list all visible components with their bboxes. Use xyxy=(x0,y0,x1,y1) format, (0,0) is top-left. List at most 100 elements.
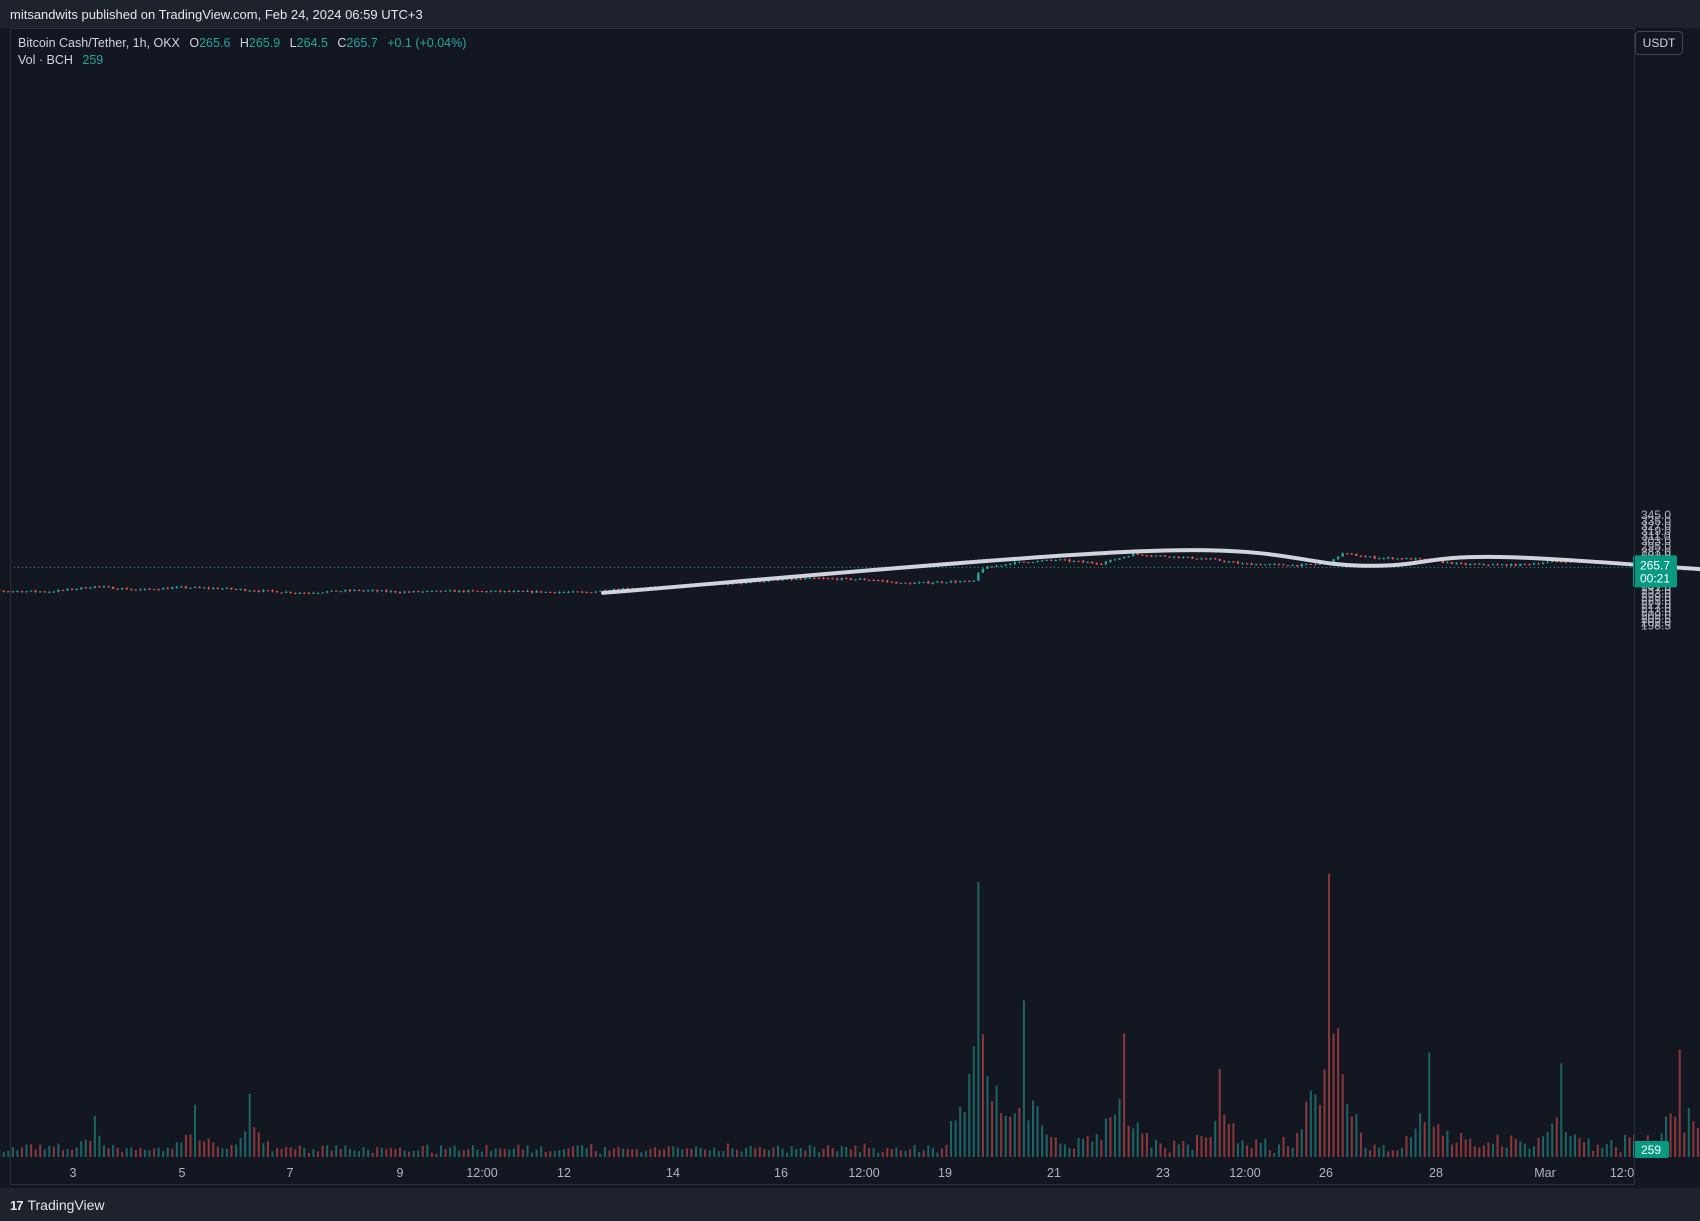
tradingview-brand[interactable]: 17 TradingView xyxy=(10,1197,105,1213)
candle xyxy=(1063,558,1067,561)
change-value: +0.1 (+0.04%) xyxy=(387,36,467,50)
volume-bar xyxy=(1669,1113,1672,1157)
candle xyxy=(130,588,133,591)
volume-bar xyxy=(84,1139,87,1157)
candle xyxy=(1405,557,1408,560)
volume-bar xyxy=(2,1152,5,1157)
volume-bar xyxy=(1410,1137,1413,1157)
volume-bar xyxy=(39,1144,42,1157)
volume-bar xyxy=(1300,1129,1303,1157)
volume-bar xyxy=(526,1145,529,1157)
candle xyxy=(576,591,579,593)
footer-bar: 17 TradingView xyxy=(0,1188,1700,1221)
volume-bar xyxy=(166,1147,169,1157)
currency-unit-button[interactable]: USDT xyxy=(1635,31,1683,55)
candle xyxy=(831,577,834,580)
projection-drawing[interactable] xyxy=(601,548,1700,595)
candle xyxy=(1068,558,1071,563)
volume-bar xyxy=(371,1152,374,1157)
volume-bar xyxy=(1569,1136,1572,1157)
volume-bar xyxy=(1332,1033,1335,1157)
volume-bar xyxy=(1236,1143,1239,1157)
candle xyxy=(972,580,976,582)
volume-bar xyxy=(330,1150,333,1157)
candle xyxy=(2,590,5,593)
candle xyxy=(1309,563,1313,566)
time-tick-label: 12:00 xyxy=(1229,1166,1260,1180)
volume-bar xyxy=(1487,1142,1490,1157)
candle xyxy=(895,581,898,584)
price-tick-label: 213.0 xyxy=(1641,605,1671,619)
volume-bar xyxy=(235,1144,238,1157)
volume-bar xyxy=(745,1147,748,1157)
volume-bar xyxy=(1328,873,1331,1157)
volume-bar xyxy=(959,1106,962,1157)
price-tick-label: 202.0 xyxy=(1641,615,1671,629)
volume-bar xyxy=(1241,1140,1244,1157)
candle xyxy=(840,577,843,581)
candle xyxy=(539,591,543,594)
volume-bar xyxy=(1482,1145,1485,1157)
volume-bar xyxy=(1082,1138,1085,1157)
volume-bar xyxy=(380,1147,383,1157)
candle xyxy=(407,590,411,593)
candle xyxy=(512,589,516,593)
volume-bar xyxy=(936,1152,939,1157)
volume-bar xyxy=(1605,1144,1608,1157)
volume-bar xyxy=(1000,1113,1003,1157)
chart-pane-border xyxy=(10,28,1635,1185)
candle xyxy=(1227,560,1231,563)
candle xyxy=(294,592,297,595)
candle xyxy=(968,580,971,582)
volume-bar xyxy=(1200,1136,1203,1157)
candle xyxy=(1510,563,1513,567)
high-value: 265.9 xyxy=(248,36,281,50)
candle xyxy=(1200,557,1203,560)
volume-bar xyxy=(708,1150,711,1157)
volume-bar xyxy=(43,1149,46,1157)
volume-bar xyxy=(1309,1090,1312,1157)
volume-bar xyxy=(499,1148,502,1157)
volume-bar xyxy=(913,1144,916,1157)
candle xyxy=(353,589,356,592)
volume-title[interactable]: Vol · BCH xyxy=(18,53,73,67)
volume-bar xyxy=(143,1149,146,1157)
candle xyxy=(66,588,69,592)
volume-bar xyxy=(1250,1148,1253,1157)
volume-bar xyxy=(421,1145,424,1157)
candle xyxy=(977,572,980,581)
candle xyxy=(166,586,169,590)
volume-bar xyxy=(553,1150,556,1157)
price-tick-label: 209.0 xyxy=(1641,608,1671,622)
candle xyxy=(111,586,115,589)
volume-bar xyxy=(658,1149,661,1157)
volume-bar xyxy=(7,1150,10,1157)
candle xyxy=(376,589,379,593)
candle xyxy=(1487,564,1490,567)
volume-bar xyxy=(89,1141,92,1157)
volume-bar xyxy=(93,1115,96,1157)
candle xyxy=(143,588,147,591)
candle xyxy=(1450,562,1454,565)
volume-bar xyxy=(1373,1144,1376,1157)
volume-bar xyxy=(194,1104,197,1157)
volume-bar xyxy=(827,1145,830,1157)
candle xyxy=(417,590,420,593)
time-axis[interactable]: 3 5 7 9 12:00 12 14 16 12:00 19 21 23 12:00 26 28 Mar 12… xyxy=(70,1166,1635,1180)
volume-bar xyxy=(521,1149,524,1157)
volume-bar xyxy=(1318,1104,1321,1157)
volume-bar xyxy=(840,1146,843,1157)
symbol-title[interactable]: Bitcoin Cash/Tether, 1h, OKX xyxy=(18,36,180,50)
volume-bar xyxy=(1382,1144,1385,1157)
volume-bar xyxy=(758,1147,761,1157)
candle xyxy=(549,591,552,593)
volume-bar xyxy=(203,1141,206,1157)
time-tick-label: 3 xyxy=(70,1166,77,1180)
volume-bar xyxy=(1523,1143,1526,1157)
volume-bar xyxy=(1113,1114,1116,1157)
candle xyxy=(1387,556,1390,560)
candle xyxy=(1396,558,1399,560)
candle xyxy=(995,564,998,568)
volume-bar xyxy=(640,1152,643,1157)
